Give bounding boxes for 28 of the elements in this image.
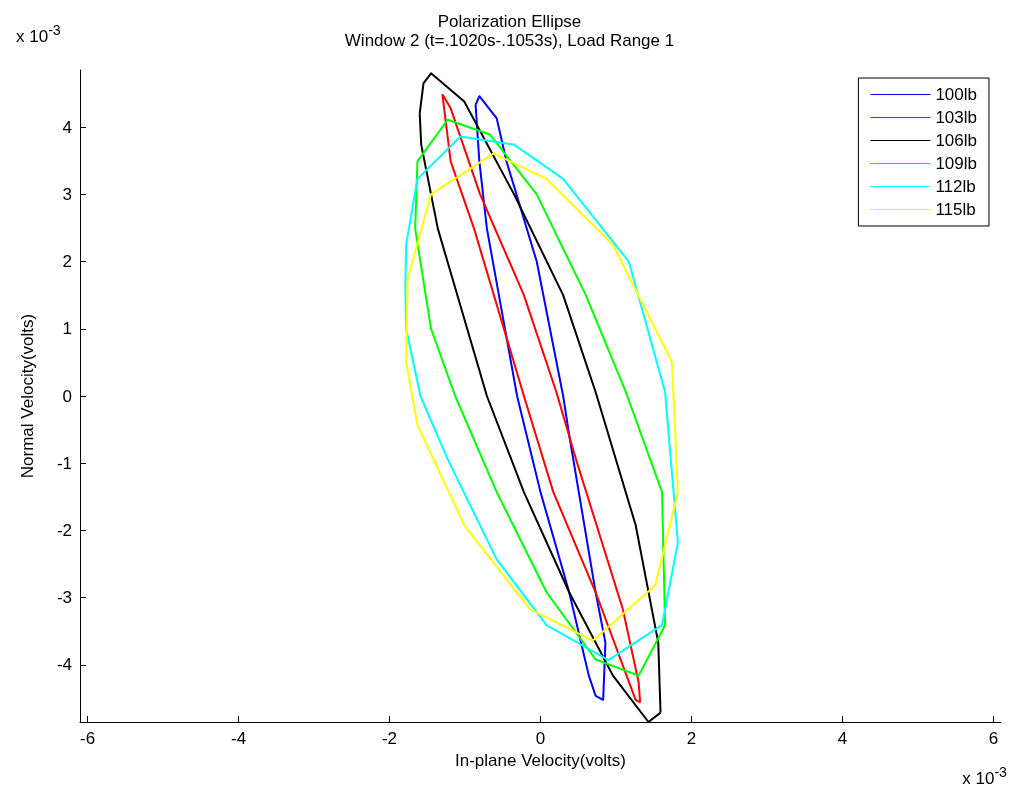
legend-label: 109lb <box>935 154 978 173</box>
text: x 10$^{-3}$ <box>16 22 61 47</box>
x-axis-title: In-plane Velocity(volts) <box>454 751 627 770</box>
y-tick-label: 1 <box>62 319 72 339</box>
legend-label: 115lb <box>935 200 976 219</box>
x-tick-label: -4 <box>230 729 247 748</box>
y-tick-label: -4 <box>56 655 72 675</box>
chart-subtitle: Window 2 (t=.1020s-.1053s), Load Range 1 <box>344 31 675 50</box>
y-tick-label: -1 <box>56 453 72 473</box>
y-tick-label: -3 <box>56 588 72 608</box>
x-tick-label: -2 <box>381 729 398 748</box>
y-tick-label: 2 <box>62 252 72 272</box>
y-tick-label: -2 <box>56 520 72 540</box>
legend-label: 106lb <box>935 131 978 150</box>
x-tick-label: 0 <box>535 729 546 748</box>
legend-label: 100lb <box>935 85 978 104</box>
text: x 10$^{-3}$ <box>962 764 1007 789</box>
y-tick-label: 4 <box>62 117 72 137</box>
x-tick-label: 4 <box>837 729 848 748</box>
y-tick-label: 3 <box>62 184 72 204</box>
chart-title: Polarization Ellipse <box>437 12 582 31</box>
legend-label: 112lb <box>935 177 976 196</box>
y-tick-label: 0 <box>62 386 72 406</box>
y-axis-title: Normal Velocity(volts) <box>18 313 37 479</box>
legend-label: 103lb <box>935 108 978 127</box>
x-tick-label: 2 <box>686 729 697 748</box>
x-tick-label: 6 <box>988 729 999 748</box>
x-tick-label: -6 <box>79 729 96 748</box>
